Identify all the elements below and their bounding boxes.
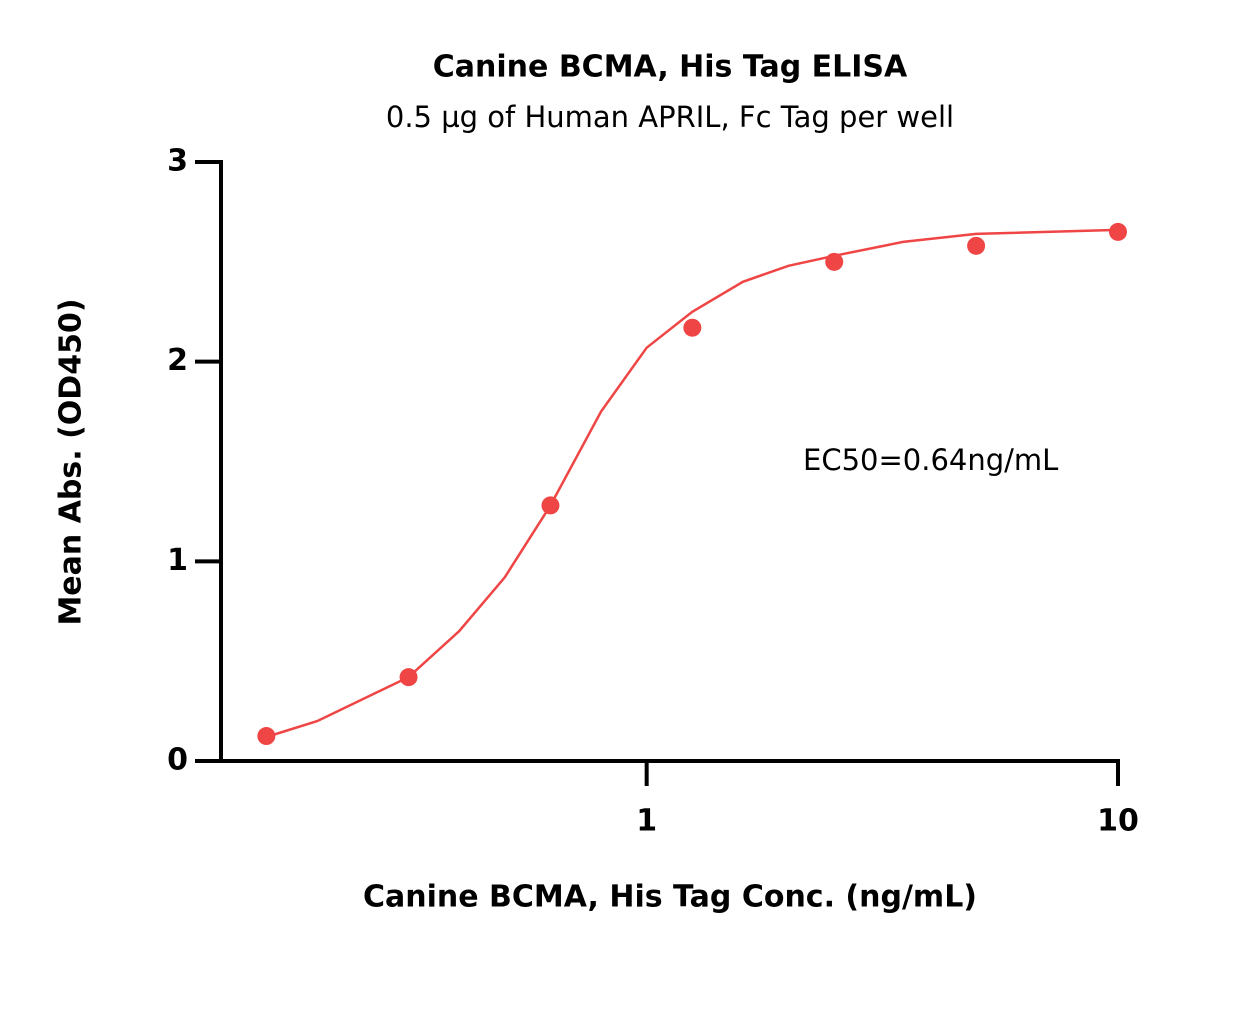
x-tick-label: 10	[1097, 804, 1139, 839]
data-point	[967, 236, 986, 255]
data-point	[1109, 222, 1127, 241]
y-tick-label: 1	[167, 543, 188, 578]
y-tick-label: 2	[167, 343, 188, 378]
y-tick-label: 3	[167, 144, 188, 179]
chart-title: Canine BCMA, His Tag ELISA	[433, 50, 908, 85]
data-point	[399, 668, 418, 687]
x-axis-label: Canine BCMA, His Tag Conc. (ng/mL)	[363, 880, 977, 915]
data-point	[541, 496, 560, 515]
fit-curve	[265, 228, 1119, 739]
y-tick-label: 0	[167, 743, 188, 778]
data-point	[257, 727, 276, 746]
chart-subtitle: 0.5 µg of Human APRIL, Fc Tag per well	[386, 100, 954, 134]
y-axis-label: Mean Abs. (OD450)	[54, 298, 89, 625]
x-tick-label: 1	[636, 804, 657, 839]
data-point	[825, 252, 844, 271]
data-point	[683, 318, 702, 337]
annotation: EC50=0.64ng/mL	[803, 443, 1058, 477]
